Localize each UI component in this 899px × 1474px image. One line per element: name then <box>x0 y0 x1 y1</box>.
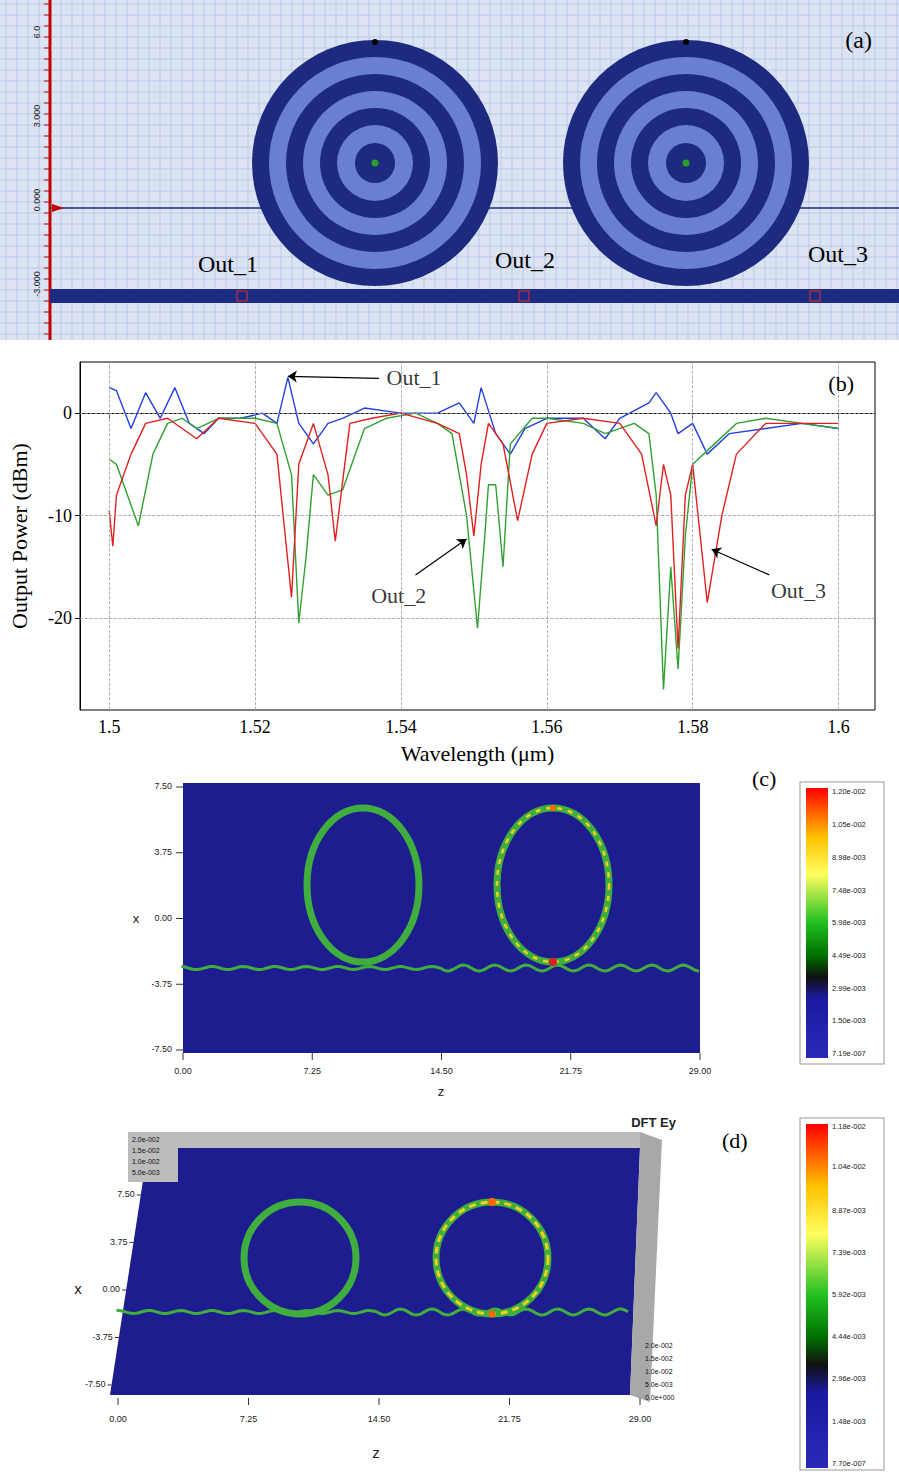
svg-text:Out_2: Out_2 <box>371 583 426 608</box>
svg-text:-7.50: -7.50 <box>85 1379 106 1389</box>
svg-text:0.0e+000: 0.0e+000 <box>645 1394 674 1401</box>
svg-text:Out_1: Out_1 <box>387 365 442 390</box>
svg-text:1.52: 1.52 <box>239 717 271 737</box>
svg-text:x: x <box>74 1280 82 1297</box>
svg-text:3.000: 3.000 <box>32 105 42 128</box>
svg-text:29.00: 29.00 <box>629 1414 652 1424</box>
svg-text:0: 0 <box>63 403 72 423</box>
svg-text:DFT Ey: DFT Ey <box>631 1115 677 1130</box>
svg-text:-3.75: -3.75 <box>151 979 172 989</box>
svg-text:2.99e-003: 2.99e-003 <box>832 984 866 993</box>
svg-text:21.75: 21.75 <box>559 1066 582 1076</box>
svg-text:7.70e-007: 7.70e-007 <box>832 1459 866 1468</box>
svg-text:(a): (a) <box>845 27 872 53</box>
svg-text:Out_2: Out_2 <box>495 247 555 273</box>
svg-text:14.50: 14.50 <box>368 1414 391 1424</box>
svg-text:-3.000: -3.000 <box>32 271 42 297</box>
svg-text:-7.50: -7.50 <box>151 1044 172 1054</box>
svg-text:Out_3: Out_3 <box>808 241 868 267</box>
svg-text:2.96e-003: 2.96e-003 <box>832 1374 866 1383</box>
svg-text:7.50: 7.50 <box>154 781 172 791</box>
svg-text:6.0: 6.0 <box>32 26 42 39</box>
svg-text:7.25: 7.25 <box>303 1066 321 1076</box>
svg-text:1.05e-002: 1.05e-002 <box>832 820 866 829</box>
svg-text:29.00: 29.00 <box>689 1066 712 1076</box>
svg-text:1.0e-002: 1.0e-002 <box>645 1368 673 1375</box>
svg-text:z: z <box>372 1444 380 1461</box>
svg-text:2.0e-002: 2.0e-002 <box>132 1136 160 1143</box>
svg-text:-3.75: -3.75 <box>92 1332 113 1342</box>
svg-text:5.0e-003: 5.0e-003 <box>645 1381 673 1388</box>
svg-text:1.54: 1.54 <box>385 717 417 737</box>
svg-text:x: x <box>133 911 140 926</box>
svg-text:1.58: 1.58 <box>677 717 709 737</box>
svg-text:0.00: 0.00 <box>154 913 172 923</box>
svg-text:-20: -20 <box>48 608 72 628</box>
svg-text:1.48e-003: 1.48e-003 <box>832 1417 866 1426</box>
svg-text:0.00: 0.00 <box>103 1284 121 1294</box>
svg-text:Out_1: Out_1 <box>198 251 258 277</box>
svg-text:Wavelength (μm): Wavelength (μm) <box>401 741 555 766</box>
svg-text:0.000: 0.000 <box>32 189 42 212</box>
svg-text:1.5e-002: 1.5e-002 <box>132 1147 160 1154</box>
svg-text:(b): (b) <box>828 371 854 396</box>
svg-text:Output Power (dBm): Output Power (dBm) <box>7 443 32 629</box>
svg-text:0.00: 0.00 <box>109 1414 127 1424</box>
svg-text:8.98e-003: 8.98e-003 <box>832 853 866 862</box>
svg-text:5.98e-003: 5.98e-003 <box>832 918 866 927</box>
svg-text:8.87e-003: 8.87e-003 <box>832 1206 866 1215</box>
svg-text:(d): (d) <box>722 1128 748 1153</box>
svg-text:z: z <box>438 1084 445 1099</box>
svg-text:14.50: 14.50 <box>430 1066 453 1076</box>
svg-text:4.49e-003: 4.49e-003 <box>832 951 866 960</box>
svg-text:7.50: 7.50 <box>117 1189 135 1199</box>
svg-text:(c): (c) <box>752 766 776 791</box>
svg-text:1.04e-002: 1.04e-002 <box>832 1162 866 1171</box>
svg-text:1.0e-002: 1.0e-002 <box>132 1158 160 1165</box>
svg-text:1.18e-002: 1.18e-002 <box>832 1122 866 1131</box>
svg-text:5.0e-003: 5.0e-003 <box>132 1169 160 1176</box>
svg-text:1.50e-003: 1.50e-003 <box>832 1016 866 1025</box>
svg-text:1.56: 1.56 <box>531 717 563 737</box>
svg-text:21.75: 21.75 <box>498 1414 521 1424</box>
svg-text:3.75: 3.75 <box>110 1237 128 1247</box>
svg-text:1.5e-002: 1.5e-002 <box>645 1355 673 1362</box>
svg-text:7.39e-003: 7.39e-003 <box>832 1248 866 1257</box>
svg-text:3.75: 3.75 <box>154 847 172 857</box>
svg-text:2.0e-002: 2.0e-002 <box>645 1342 673 1349</box>
svg-text:4.44e-003: 4.44e-003 <box>832 1332 866 1341</box>
svg-text:7.19e-007: 7.19e-007 <box>832 1049 866 1058</box>
svg-text:7.48e-003: 7.48e-003 <box>832 886 866 895</box>
svg-text:7.25: 7.25 <box>240 1414 258 1424</box>
svg-text:1.20e-002: 1.20e-002 <box>832 787 866 796</box>
svg-text:1.6: 1.6 <box>827 717 850 737</box>
svg-text:0.00: 0.00 <box>174 1066 192 1076</box>
svg-text:1.5: 1.5 <box>98 717 121 737</box>
svg-text:Out_3: Out_3 <box>771 578 826 603</box>
svg-text:-10: -10 <box>48 506 72 526</box>
svg-text:5.92e-003: 5.92e-003 <box>832 1290 866 1299</box>
